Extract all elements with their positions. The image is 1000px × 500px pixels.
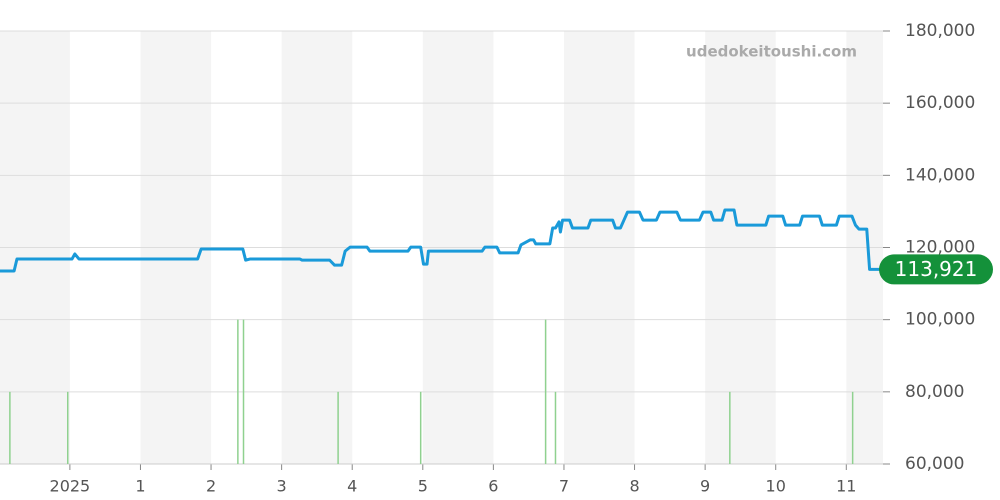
y-tick-label: 80,000 <box>905 382 964 402</box>
y-tick-label: 100,000 <box>905 310 975 330</box>
x-tick-label: 2 <box>206 477 216 496</box>
x-tick-label: 3 <box>277 477 287 496</box>
x-tick-label: 11 <box>836 477 856 496</box>
grid <box>0 30 890 470</box>
y-tick-label: 120,000 <box>905 238 975 258</box>
price-tag-label: 113,921 <box>895 257 978 281</box>
price-line <box>0 208 880 273</box>
x-tick-label: 1 <box>135 477 145 496</box>
watermark: udedokeitoushi.com <box>686 43 857 61</box>
y-tick-label: 180,000 <box>905 21 975 41</box>
y-tick-label: 140,000 <box>905 165 975 185</box>
x-tick-label: 7 <box>559 477 569 496</box>
marks <box>0 208 880 464</box>
x-tick-label: 10 <box>766 477 786 496</box>
x-tick-label: 8 <box>629 477 639 496</box>
y-tick-label: 60,000 <box>905 454 964 474</box>
x-tick-label: 6 <box>488 477 498 496</box>
x-tick-label: 9 <box>700 477 710 496</box>
x-tick-label: 5 <box>418 477 428 496</box>
price-tag <box>879 254 993 285</box>
y-tick-label: 160,000 <box>905 93 975 113</box>
x-tick-label: 2025 <box>50 477 91 496</box>
x-tick-label: 4 <box>347 477 357 496</box>
